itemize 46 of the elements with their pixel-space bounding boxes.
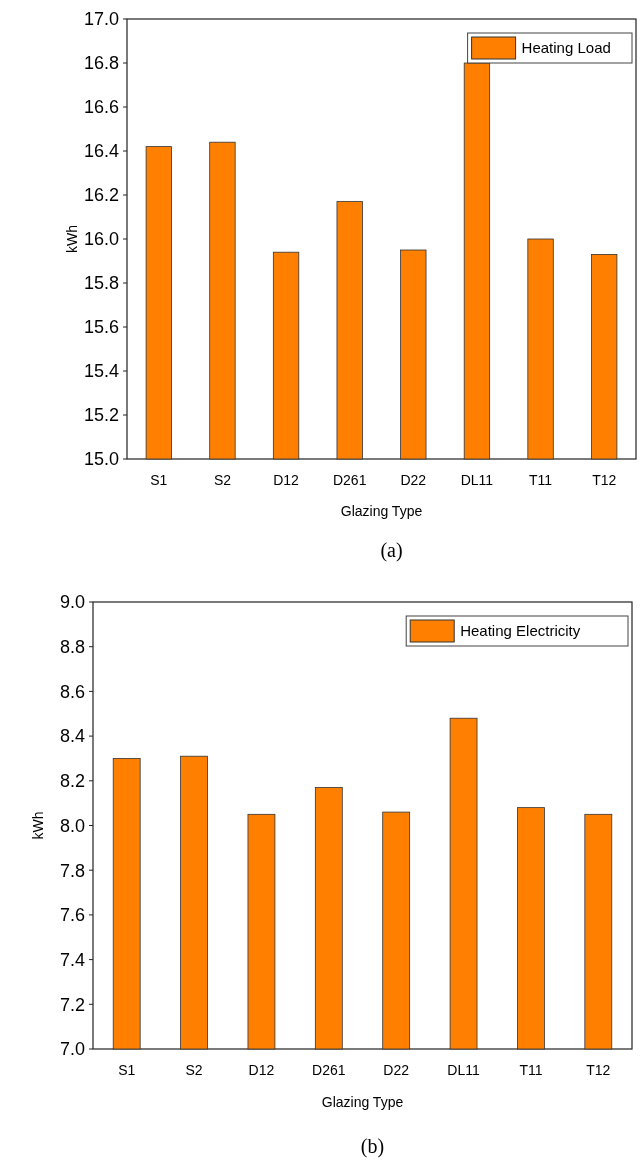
y-tick-label: 8.2 bbox=[59, 771, 85, 792]
x-tick-label: D12 bbox=[273, 472, 300, 488]
x-tick-label: D22 bbox=[400, 472, 427, 488]
x-axis-title: Glazing Type bbox=[340, 503, 423, 519]
y-tick-label: 17.0 bbox=[83, 9, 119, 30]
legend-label: Heating Electricity bbox=[460, 622, 581, 640]
x-tick-label: T11 bbox=[519, 1062, 543, 1078]
x-tick-label: DL11 bbox=[447, 1062, 480, 1078]
x-tick-label: D261 bbox=[312, 1062, 346, 1078]
y-tick-label: 16.8 bbox=[83, 53, 119, 74]
y-tick-label: 15.6 bbox=[83, 317, 119, 338]
x-tick-label: T12 bbox=[592, 472, 617, 488]
x-tick-label: DL11 bbox=[460, 472, 494, 488]
y-tick-label: 8.8 bbox=[59, 637, 85, 657]
y-tick-label: 16.4 bbox=[83, 141, 119, 162]
y-tick-label: 7.2 bbox=[59, 994, 85, 1015]
x-axis-title: Glazing Type bbox=[321, 1094, 404, 1110]
y-tick-label: 15.4 bbox=[83, 361, 119, 382]
y-tick-label: 15.0 bbox=[83, 449, 119, 470]
text: (b) bbox=[360, 1135, 385, 1158]
y-axis-title: kWh bbox=[30, 811, 46, 840]
y-tick-label: 8.4 bbox=[59, 726, 85, 747]
x-tick-label: D261 bbox=[332, 472, 367, 488]
y-tick-label: 8.0 bbox=[59, 815, 85, 836]
legend-label: Heating Load bbox=[521, 39, 611, 57]
x-tick-label: D22 bbox=[383, 1062, 410, 1078]
x-tick-label: D12 bbox=[248, 1062, 275, 1078]
x-tick-label: S1 bbox=[118, 1062, 136, 1078]
x-tick-label: T12 bbox=[586, 1062, 611, 1078]
y-tick-label: 8.6 bbox=[59, 681, 85, 702]
y-tick-label: 16.0 bbox=[83, 229, 119, 250]
y-axis-title: kWh bbox=[64, 225, 80, 253]
y-tick-label: 15.2 bbox=[83, 405, 119, 426]
x-tick-label: S1 bbox=[150, 472, 168, 488]
y-tick-label: 7.8 bbox=[59, 860, 85, 881]
y-tick-label: 16.6 bbox=[83, 97, 119, 118]
text: (a) bbox=[380, 539, 403, 562]
x-tick-label: S2 bbox=[185, 1062, 203, 1078]
y-tick-label: 16.2 bbox=[83, 185, 119, 206]
x-tick-label: S2 bbox=[213, 472, 232, 488]
y-tick-label: 7.4 bbox=[59, 949, 85, 970]
y-tick-label: 7.0 bbox=[59, 1039, 85, 1060]
y-tick-label: 9.0 bbox=[59, 592, 85, 613]
x-tick-label: T11 bbox=[529, 472, 553, 488]
y-tick-label: 7.6 bbox=[59, 905, 85, 926]
y-tick-label: 15.8 bbox=[83, 273, 119, 294]
